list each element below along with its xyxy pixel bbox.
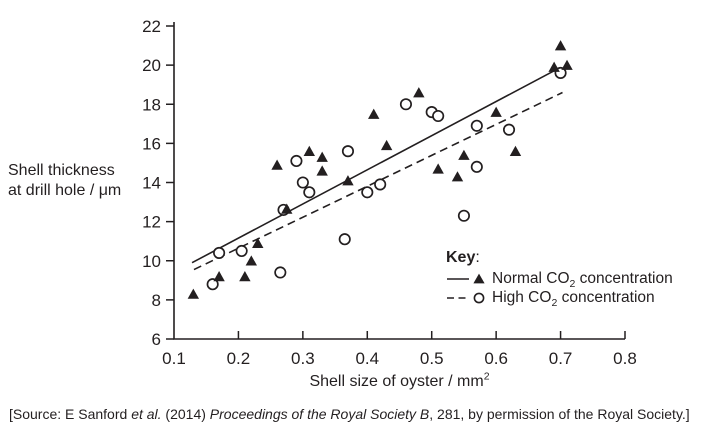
y-tick-label: 16 [142, 134, 161, 153]
y-tick-label: 14 [142, 174, 161, 193]
point-normal-co2 [561, 59, 573, 70]
point-high-co2 [374, 178, 387, 191]
point-high-co2 [296, 176, 309, 189]
y-tick-label: 18 [142, 95, 161, 114]
point-normal-co2 [245, 255, 258, 266]
point-high-co2 [303, 186, 316, 199]
legend-row-high: High CO2 concentration [446, 288, 673, 309]
point-normal-co2 [281, 203, 293, 214]
point-normal-co2 [271, 159, 283, 170]
point-high-co2 [235, 244, 248, 258]
point-normal-co2 [432, 163, 444, 174]
point-high-co2 [341, 145, 355, 158]
point-normal-co2 [368, 108, 380, 119]
legend-label-normal: Normal CO2 concentration [492, 269, 673, 290]
point-high-co2 [502, 123, 516, 136]
y-tick-label: 6 [152, 330, 161, 349]
point-high-co2 [399, 98, 412, 111]
point-normal-co2 [413, 87, 425, 98]
y-tick-label: 22 [142, 17, 161, 36]
x-tick-label: 0.1 [162, 349, 186, 368]
point-normal-co2 [548, 61, 560, 72]
x-axis-label-text: Shell size of oyster / mm [309, 373, 484, 390]
point-high-co2 [432, 109, 445, 123]
y-axis-label-line2: at drill hole / μm [8, 182, 122, 199]
legend-title-colon: : [475, 249, 480, 266]
point-normal-co2 [213, 271, 225, 282]
trend-line-normal-co2 [191, 67, 560, 264]
y-tick-label: 8 [152, 291, 161, 310]
point-normal-co2 [303, 145, 315, 156]
point-high-co2 [213, 246, 226, 259]
y-tick-label: 12 [142, 213, 161, 232]
x-tick-label: 0.2 [227, 349, 251, 368]
point-normal-co2 [451, 171, 464, 182]
legend-title-text: Key [446, 249, 476, 266]
point-normal-co2 [490, 106, 502, 117]
point-normal-co2 [509, 145, 522, 156]
legend-row-normal: Normal CO2 concentration [446, 269, 673, 290]
point-high-co2 [470, 119, 483, 132]
point-normal-co2 [554, 40, 567, 51]
point-high-co2 [470, 160, 483, 173]
solid-line-filled-triangle-icon [447, 273, 485, 284]
x-tick-label: 0.3 [291, 349, 315, 368]
y-tick-label: 10 [142, 252, 161, 271]
point-normal-co2 [239, 271, 251, 282]
legend-title: Key: [446, 249, 673, 267]
x-tick-label: 0.4 [355, 349, 379, 368]
x-tick-label: 0.5 [420, 349, 444, 368]
legend-label-high: High CO2 concentration [492, 288, 655, 309]
point-normal-co2 [458, 149, 470, 160]
trend-line-high-co2 [193, 91, 563, 271]
x-axis-label-superscript: 2 [483, 370, 490, 383]
x-tick-label: 0.7 [549, 349, 573, 368]
y-axis-label-line1: Shell thickness [8, 162, 115, 179]
point-normal-co2 [316, 151, 328, 162]
x-axis-label: Shell size of oyster / mm2 [174, 370, 625, 391]
dashed-line-open-circle-icon [447, 292, 485, 304]
y-axis-label: Shell thickness at drill hole / μm [8, 161, 121, 201]
point-high-co2 [206, 278, 219, 291]
y-tick-label: 20 [142, 56, 161, 75]
point-high-co2 [457, 209, 470, 222]
point-normal-co2 [380, 139, 393, 151]
source-citation: [Source: E Sanford et al. (2014) Proceed… [9, 406, 690, 422]
point-normal-co2 [187, 288, 200, 299]
x-tick-label: 0.6 [484, 349, 508, 368]
point-normal-co2 [342, 175, 354, 186]
point-high-co2 [290, 154, 303, 168]
point-high-co2 [338, 233, 351, 246]
legend: Key: Normal CO2 concentration High CO2 c… [446, 249, 673, 309]
point-normal-co2 [316, 165, 328, 176]
point-high-co2 [361, 186, 374, 199]
point-normal-co2 [252, 237, 264, 248]
point-high-co2 [274, 266, 287, 279]
x-tick-label: 0.8 [613, 349, 637, 368]
chart-svg: 0.1 0.2 0.3 0.4 0.5 0.6 0.7 0.8 6 8 10 12 14 16 18 20 22 [142, 17, 637, 368]
